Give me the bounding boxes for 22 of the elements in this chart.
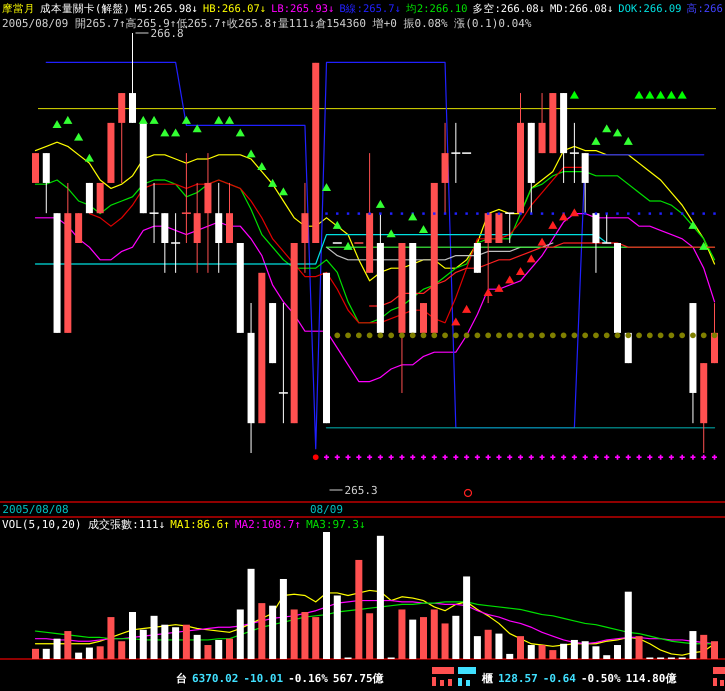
text: 2005/08/09 開265.7↑高265.9↑低265.7↑收265.8↑量111↓倉154360 增+0 振0.08% 漲(0.1)0.04% <box>2 17 532 30</box>
text: 265.3 <box>344 484 378 497</box>
text: M5:265.98↓ <box>134 3 198 15</box>
text: LB:265.93↓ <box>271 3 334 15</box>
chart-subtitle: 成本量關卡(解盤) <box>40 2 130 15</box>
annotation: 266.8 <box>150 27 184 40</box>
chart-title: 摩當月 <box>2 2 35 15</box>
x-tick-label: 2005/08/08 <box>2 503 69 516</box>
text: 台 6370.02 -10.01 -0.16% 567.75億 <box>176 672 385 685</box>
text: MA3:97.3↓ <box>306 518 366 531</box>
x-tick-label: 08/09 <box>310 503 344 516</box>
text: 櫃 128.57 -0.64 -0.50% 114.80億 <box>481 672 678 685</box>
text: MA1:86.6↑ <box>170 518 230 531</box>
text: DOK:266.09 <box>618 3 682 15</box>
text: 高:266 <box>686 2 723 15</box>
chart-title: VOL(5,10,20) 成交張數:111↓ <box>2 518 166 531</box>
text: MA2:108.7↑ <box>234 518 302 531</box>
text: 均2:266.10 <box>404 3 468 15</box>
text: B線:265.7↓ <box>339 3 401 15</box>
text: HB:266.07↓ <box>202 3 266 15</box>
text: 多空:266.08↓ <box>472 2 546 15</box>
text: MD:266.08↓ <box>550 3 614 15</box>
